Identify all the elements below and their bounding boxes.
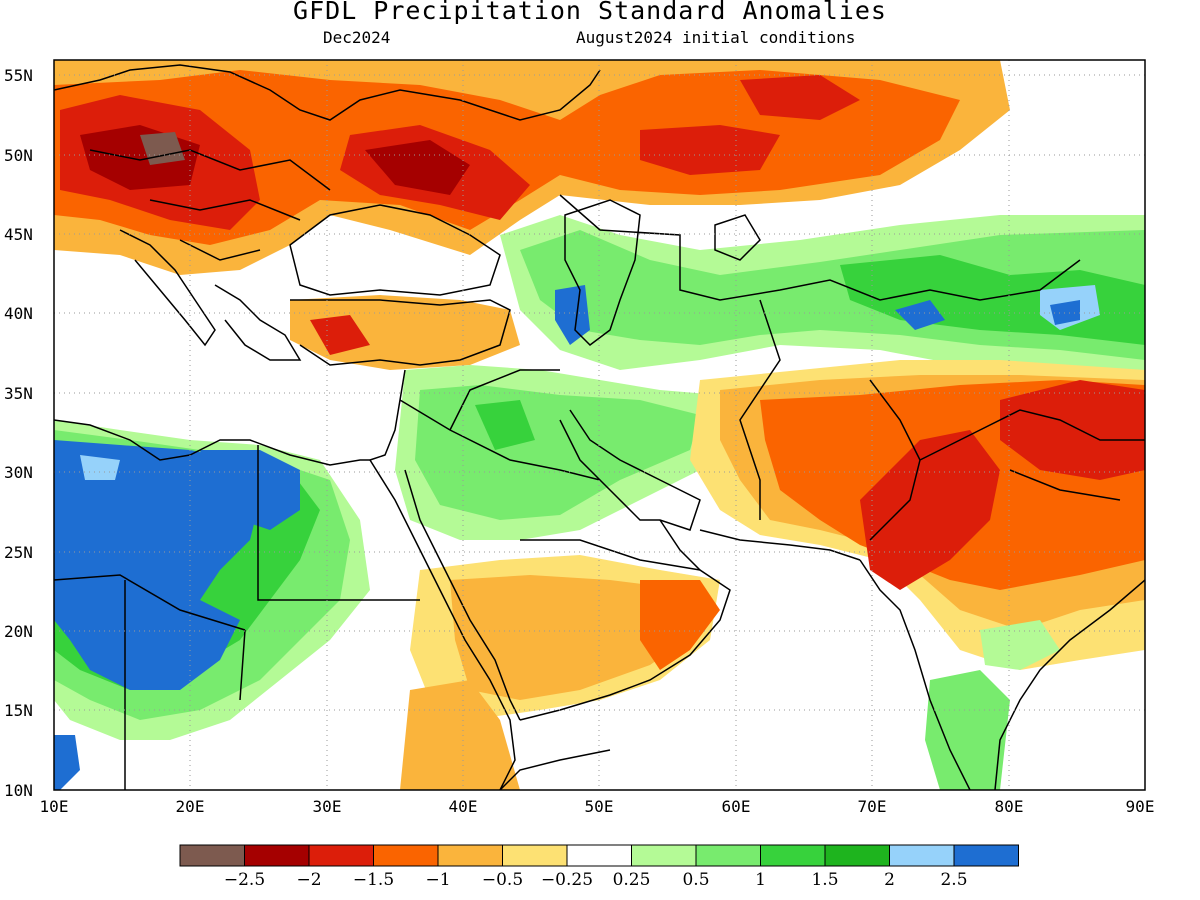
extreme-wet-caucasus — [555, 285, 590, 345]
colorbar-label: 0.25 — [613, 870, 651, 890]
colorbar-swatch — [437, 844, 503, 867]
anomaly-field — [54, 60, 1145, 790]
border-middle-east — [399, 369, 701, 571]
colorbar-label: −0.5 — [482, 870, 523, 890]
lat-tick-label: 15N — [4, 701, 33, 720]
graticule — [54, 60, 1145, 790]
colorbar-swatch — [566, 844, 632, 867]
coastline-horn — [499, 749, 611, 790]
map-frame — [53, 59, 1146, 791]
coastlines — [54, 64, 1145, 790]
colorbar-label: −2 — [296, 870, 321, 890]
lat-tick-label: 55N — [4, 66, 33, 85]
colorbar-swatch — [695, 844, 761, 867]
colorbar-swatch — [824, 844, 890, 867]
colorbar-swatch — [631, 844, 697, 867]
lon-tick-label: 20E — [176, 797, 205, 816]
lightblue-sahara — [80, 455, 120, 480]
lon-tick-label: 80E — [995, 797, 1024, 816]
lat-tick-label: 25N — [4, 543, 33, 562]
slight-dry-south-arabia — [450, 575, 700, 700]
forecast-month: Dec2024 — [323, 28, 391, 47]
wet-region-bay — [980, 620, 1060, 670]
lon-tick-label: 30E — [313, 797, 342, 816]
lat-tick-label: 45N — [4, 225, 33, 244]
lon-axis: 10E 20E 30E 40E 50E 60E 70E 80E 90E — [40, 797, 1155, 816]
coastline-arabia-west — [404, 469, 521, 721]
coastline-india-west — [859, 559, 971, 790]
coastline-iran-south — [699, 529, 861, 561]
lat-tick-label: 50N — [4, 146, 33, 165]
colorbar-label: 2 — [884, 870, 895, 890]
coastline-greece — [214, 284, 302, 361]
colorbar-swatch — [760, 844, 826, 867]
lon-tick-label: 50E — [585, 797, 614, 816]
extreme-wet-sahara — [54, 440, 260, 690]
border-south-asia — [869, 379, 1145, 541]
colorbar: −2.5 −2 −1.5 −1 −0.5 −0.25 0.25 0.5 1 1.5 2 2.5 — [179, 844, 1019, 890]
wet-region-india-south — [925, 670, 1010, 790]
lon-tick-label: 10E — [40, 797, 69, 816]
coastline-black-sea — [289, 204, 501, 296]
coastline-europe — [54, 64, 601, 121]
coastline-red-sea — [369, 459, 516, 790]
colorbar-label: −0.25 — [541, 870, 593, 890]
colorbar-label: −1 — [425, 870, 450, 890]
coastline-levant — [369, 369, 406, 461]
border-europe — [89, 149, 331, 261]
very-dry-ukraine — [365, 140, 470, 195]
lon-tick-label: 40E — [449, 797, 478, 816]
dry-core-kazakhstan — [640, 125, 780, 175]
initial-conditions: August2024 initial conditions — [576, 28, 856, 47]
border-central-asia — [559, 194, 1081, 520]
extreme-wet-tianshan — [895, 300, 945, 330]
colorbar-swatch — [502, 844, 568, 867]
extreme-wet-sahel — [54, 735, 80, 790]
lon-tick-label: 70E — [858, 797, 887, 816]
extreme-dry-core — [140, 132, 185, 165]
lat-tick-label: 30N — [4, 463, 33, 482]
border-africa — [54, 445, 420, 790]
lat-axis: 55N 50N 45N 40N 35N 30N 25N 20N 15N 10N — [4, 66, 33, 800]
colorbar-label: −2.5 — [224, 870, 265, 890]
colorbar-label: −1.5 — [353, 870, 394, 890]
colorbar-swatch — [953, 844, 1019, 867]
lat-tick-label: 40N — [4, 304, 33, 323]
colorbar-swatch — [373, 844, 439, 867]
colorbar-label: 0.5 — [682, 870, 709, 890]
dry-core-himalaya — [1000, 380, 1145, 480]
lat-tick-label: 20N — [4, 622, 33, 641]
lat-tick-label: 35N — [4, 384, 33, 403]
colorbar-label: 1.5 — [811, 870, 838, 890]
colorbar-swatch — [308, 844, 374, 867]
lon-tick-label: 60E — [722, 797, 751, 816]
coastline-caspian — [564, 199, 641, 346]
coastline-north-africa — [54, 419, 370, 466]
moderate-dry-oman — [640, 580, 720, 670]
very-wet-arabia-north — [475, 400, 535, 450]
coastline-arabia-south — [519, 519, 731, 721]
lon-tick-label: 90E — [1126, 797, 1155, 816]
coastline-italy — [119, 229, 216, 347]
dry-region-europe-inner — [54, 70, 960, 245]
lat-tick-label: 10N — [4, 781, 33, 800]
coastline-turkey — [290, 299, 511, 366]
colorbar-swatch — [179, 844, 245, 867]
colorbar-swatch — [889, 844, 955, 867]
coastline-aral — [714, 214, 761, 261]
dry-region-horn — [400, 680, 520, 790]
colorbar-label: 2.5 — [940, 870, 967, 890]
map-title: GFDL Precipitation Standard Anomalies — [293, 0, 887, 25]
extreme-wet-sahara-east — [200, 450, 300, 530]
dry-core-turkey — [310, 315, 370, 355]
coastline-india-east — [994, 579, 1145, 790]
dry-region-turkey — [290, 295, 520, 370]
dry-core-russia-north — [740, 75, 860, 120]
colorbar-label: 1 — [755, 870, 766, 890]
colorbar-swatch — [244, 844, 310, 867]
dry-core-pakistan — [860, 430, 1000, 590]
